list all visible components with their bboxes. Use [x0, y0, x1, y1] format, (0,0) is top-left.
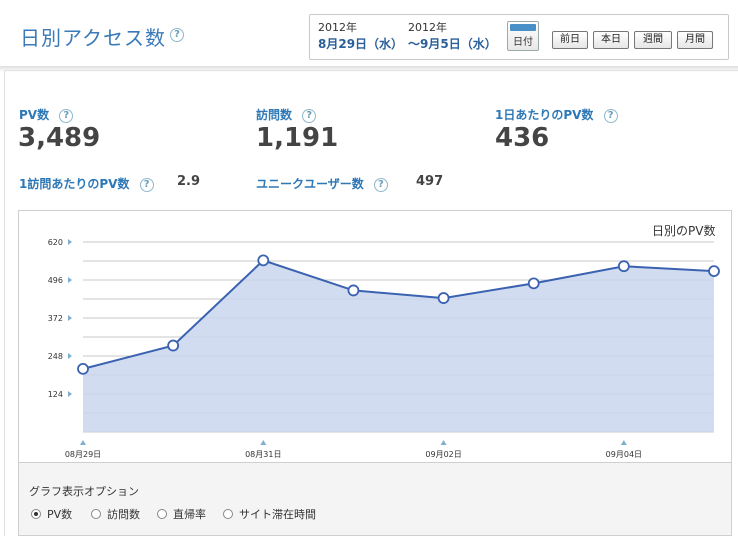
x-tick-marker	[260, 440, 267, 445]
calendar-icon	[510, 24, 536, 31]
calendar-button[interactable]: 日付	[507, 21, 539, 51]
x-tick-marker	[440, 440, 447, 445]
y-tick-marker	[68, 391, 72, 397]
daily-pv-label: 1日あたりのPV数 ?	[495, 106, 618, 123]
radio-visits-dot[interactable]	[91, 509, 101, 519]
daily-pv-help-icon[interactable]: ?	[603, 108, 618, 123]
series-area	[83, 260, 714, 432]
series-line	[82, 259, 715, 370]
content-area	[4, 70, 738, 536]
daily-pv-value: 436	[495, 123, 550, 153]
y-tick-label: 496	[48, 276, 63, 285]
data-point	[708, 265, 720, 278]
y-tick-marker	[68, 353, 72, 359]
data-point	[167, 339, 180, 352]
data-point	[527, 277, 540, 290]
date-range-selector: 2012年 8月29日（水） 2012年 〜9月5日（水） 日付 前日 本日 週…	[309, 14, 729, 60]
pv-per-visit-label: 1訪問あたりのPV数 ?	[19, 175, 154, 192]
radio-bounce-rate-label: 直帰率	[173, 508, 206, 521]
radio-time-on-site-dot[interactable]	[223, 509, 233, 519]
start-year: 2012年	[318, 21, 357, 34]
chart-title: 日別のPV数	[652, 224, 716, 238]
radio-pv-dot[interactable]	[31, 509, 41, 519]
data-point	[617, 260, 630, 273]
unique-users-help-icon[interactable]: ?	[373, 177, 388, 192]
pv-per-visit-help-icon[interactable]: ?	[139, 177, 154, 192]
radio-time-on-site-label: サイト滞在時間	[239, 508, 316, 521]
y-tick-marker	[68, 277, 72, 283]
y-tick-label: 620	[48, 238, 63, 247]
y-tick-marker	[68, 315, 72, 321]
data-point	[437, 292, 450, 304]
x-tick-label: 08月31日	[245, 450, 281, 459]
header-divider	[0, 66, 738, 72]
radio-visits-label: 訪問数	[107, 508, 140, 521]
month-button[interactable]: 月間	[677, 31, 713, 49]
end-day: 〜9月5日（水）	[408, 37, 497, 51]
calendar-label: 日付	[513, 37, 533, 48]
page-header: 日別アクセス数 ? 2012年 8月29日（水） 2012年 〜9月5日（水） …	[0, 0, 738, 64]
pv-label: PV数 ?	[19, 106, 74, 123]
x-tick-marker	[80, 440, 86, 445]
pv-value: 3,489	[18, 123, 101, 153]
today-button[interactable]: 本日	[593, 31, 629, 49]
visits-help-icon[interactable]: ?	[302, 108, 317, 123]
y-tick-label: 372	[48, 314, 63, 323]
pv-label-text: PV数	[19, 108, 50, 122]
help-icon[interactable]: ?	[170, 28, 184, 42]
graph-options-panel: グラフ表示オプション PV数 訪問数 直帰率 サイト滞在時間	[18, 462, 732, 536]
week-button[interactable]: 週間	[634, 31, 672, 49]
radio-pv-label: PV数	[47, 508, 73, 521]
y-tick-marker	[68, 239, 72, 245]
data-point	[77, 362, 89, 375]
previous-day-button[interactable]: 前日	[552, 31, 588, 49]
daily-pv-label-text: 1日あたりのPV数	[495, 108, 594, 122]
pv-help-icon[interactable]: ?	[59, 108, 74, 123]
radio-time-on-site[interactable]: サイト滞在時間	[223, 506, 316, 522]
data-point	[257, 254, 270, 267]
x-tick-label: 09月02日	[425, 450, 461, 459]
start-day: 8月29日（水）	[318, 37, 404, 51]
pv-per-visit-label-text: 1訪問あたりのPV数	[19, 177, 130, 191]
radio-pv[interactable]: PV数	[31, 506, 72, 522]
visits-value: 1,191	[256, 123, 339, 153]
pv-per-visit-value: 2.9	[177, 174, 201, 189]
data-point	[347, 284, 360, 297]
unique-users-label-text: ユニークユーザー数	[256, 177, 364, 191]
y-tick-label: 248	[48, 352, 63, 361]
start-date: 2012年 8月29日（水）	[318, 20, 403, 52]
radio-bounce-rate-dot[interactable]	[157, 509, 167, 519]
visits-label: 訪問数 ?	[256, 106, 317, 123]
radio-visits[interactable]: 訪問数	[91, 506, 140, 522]
x-tick-marker	[620, 440, 627, 445]
page-title: 日別アクセス数	[20, 26, 166, 50]
end-year: 2012年	[408, 21, 447, 34]
end-date: 2012年 〜9月5日（水）	[408, 20, 497, 52]
pv-chart: 124 248 372 496 620 08月29日 08月31日 09月02日 09月04日	[48, 238, 720, 459]
x-tick-label: 09月04日	[606, 450, 642, 459]
visits-label-text: 訪問数	[256, 108, 293, 122]
graph-options-title: グラフ表示オプション	[29, 485, 139, 498]
radio-bounce-rate[interactable]: 直帰率	[157, 506, 206, 522]
unique-users-value: 497	[416, 174, 444, 189]
unique-users-label: ユニークユーザー数 ?	[256, 175, 388, 192]
x-tick-label: 08月29日	[65, 450, 101, 459]
y-tick-label: 124	[48, 390, 63, 399]
